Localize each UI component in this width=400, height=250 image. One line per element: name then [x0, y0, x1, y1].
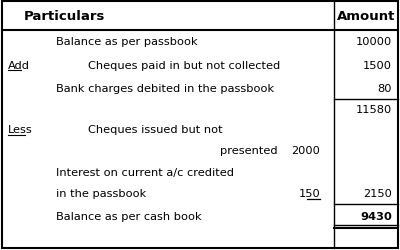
Text: 2150: 2150 — [363, 188, 392, 198]
Text: Balance as per passbook: Balance as per passbook — [56, 37, 198, 47]
Text: Cheques issued but not: Cheques issued but not — [88, 125, 223, 134]
Text: in the passbook: in the passbook — [56, 188, 146, 198]
Text: 80: 80 — [378, 83, 392, 93]
Text: Amount: Amount — [337, 10, 395, 23]
Text: Less: Less — [8, 125, 33, 134]
Text: presented: presented — [220, 146, 278, 156]
Text: Interest on current a/c credited: Interest on current a/c credited — [56, 167, 234, 177]
Text: 10000: 10000 — [356, 37, 392, 47]
Text: 1500: 1500 — [363, 60, 392, 70]
Text: 150: 150 — [298, 188, 320, 198]
Text: 9430: 9430 — [360, 211, 392, 221]
Text: 2000: 2000 — [291, 146, 320, 156]
Text: Add: Add — [8, 60, 30, 70]
Text: Balance as per cash book: Balance as per cash book — [56, 211, 202, 221]
Text: Cheques paid in but not collected: Cheques paid in but not collected — [88, 60, 280, 70]
Text: Particulars: Particulars — [23, 10, 105, 23]
Text: Bank charges debited in the passbook: Bank charges debited in the passbook — [56, 83, 274, 93]
Text: 11580: 11580 — [356, 104, 392, 114]
